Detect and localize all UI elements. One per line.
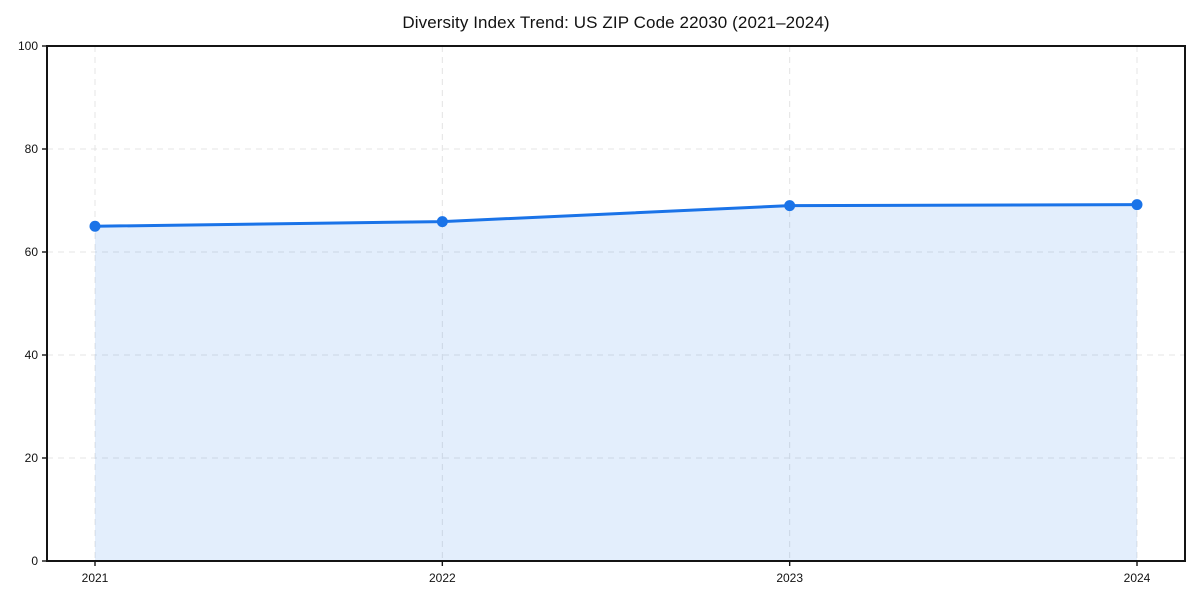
y-tick-label: 60 — [25, 245, 39, 259]
chart-title: Diversity Index Trend: US ZIP Code 22030… — [402, 13, 830, 32]
axes-frame — [46, 45, 1186, 562]
y-tick-label: 0 — [31, 554, 38, 568]
data-point-marker — [89, 220, 101, 232]
data-point-marker — [784, 200, 796, 212]
area-fill-path — [95, 204, 1137, 561]
trend-line-path — [93, 203, 1139, 228]
data-point-marker — [1131, 199, 1143, 211]
x-tick-label: 2021 — [82, 571, 109, 585]
plot-border — [46, 45, 1186, 562]
area-fill — [95, 204, 1137, 561]
gridlines — [47, 46, 1185, 561]
axis-ticks-and-labels: 0 20 40 60 80 100 2021 2022 2023 2024 — [18, 39, 1151, 585]
x-tick-label: 2022 — [429, 571, 456, 585]
data-point-markers — [89, 199, 1143, 232]
y-tick-label: 20 — [25, 451, 39, 465]
y-tick-label: 100 — [18, 39, 38, 53]
y-tick-label: 80 — [25, 142, 39, 156]
x-tick-label: 2024 — [1124, 571, 1151, 585]
data-point-marker — [436, 216, 448, 228]
x-tick-label: 2023 — [776, 571, 803, 585]
trend-line — [93, 203, 1139, 228]
y-tick-label: 40 — [25, 348, 39, 362]
